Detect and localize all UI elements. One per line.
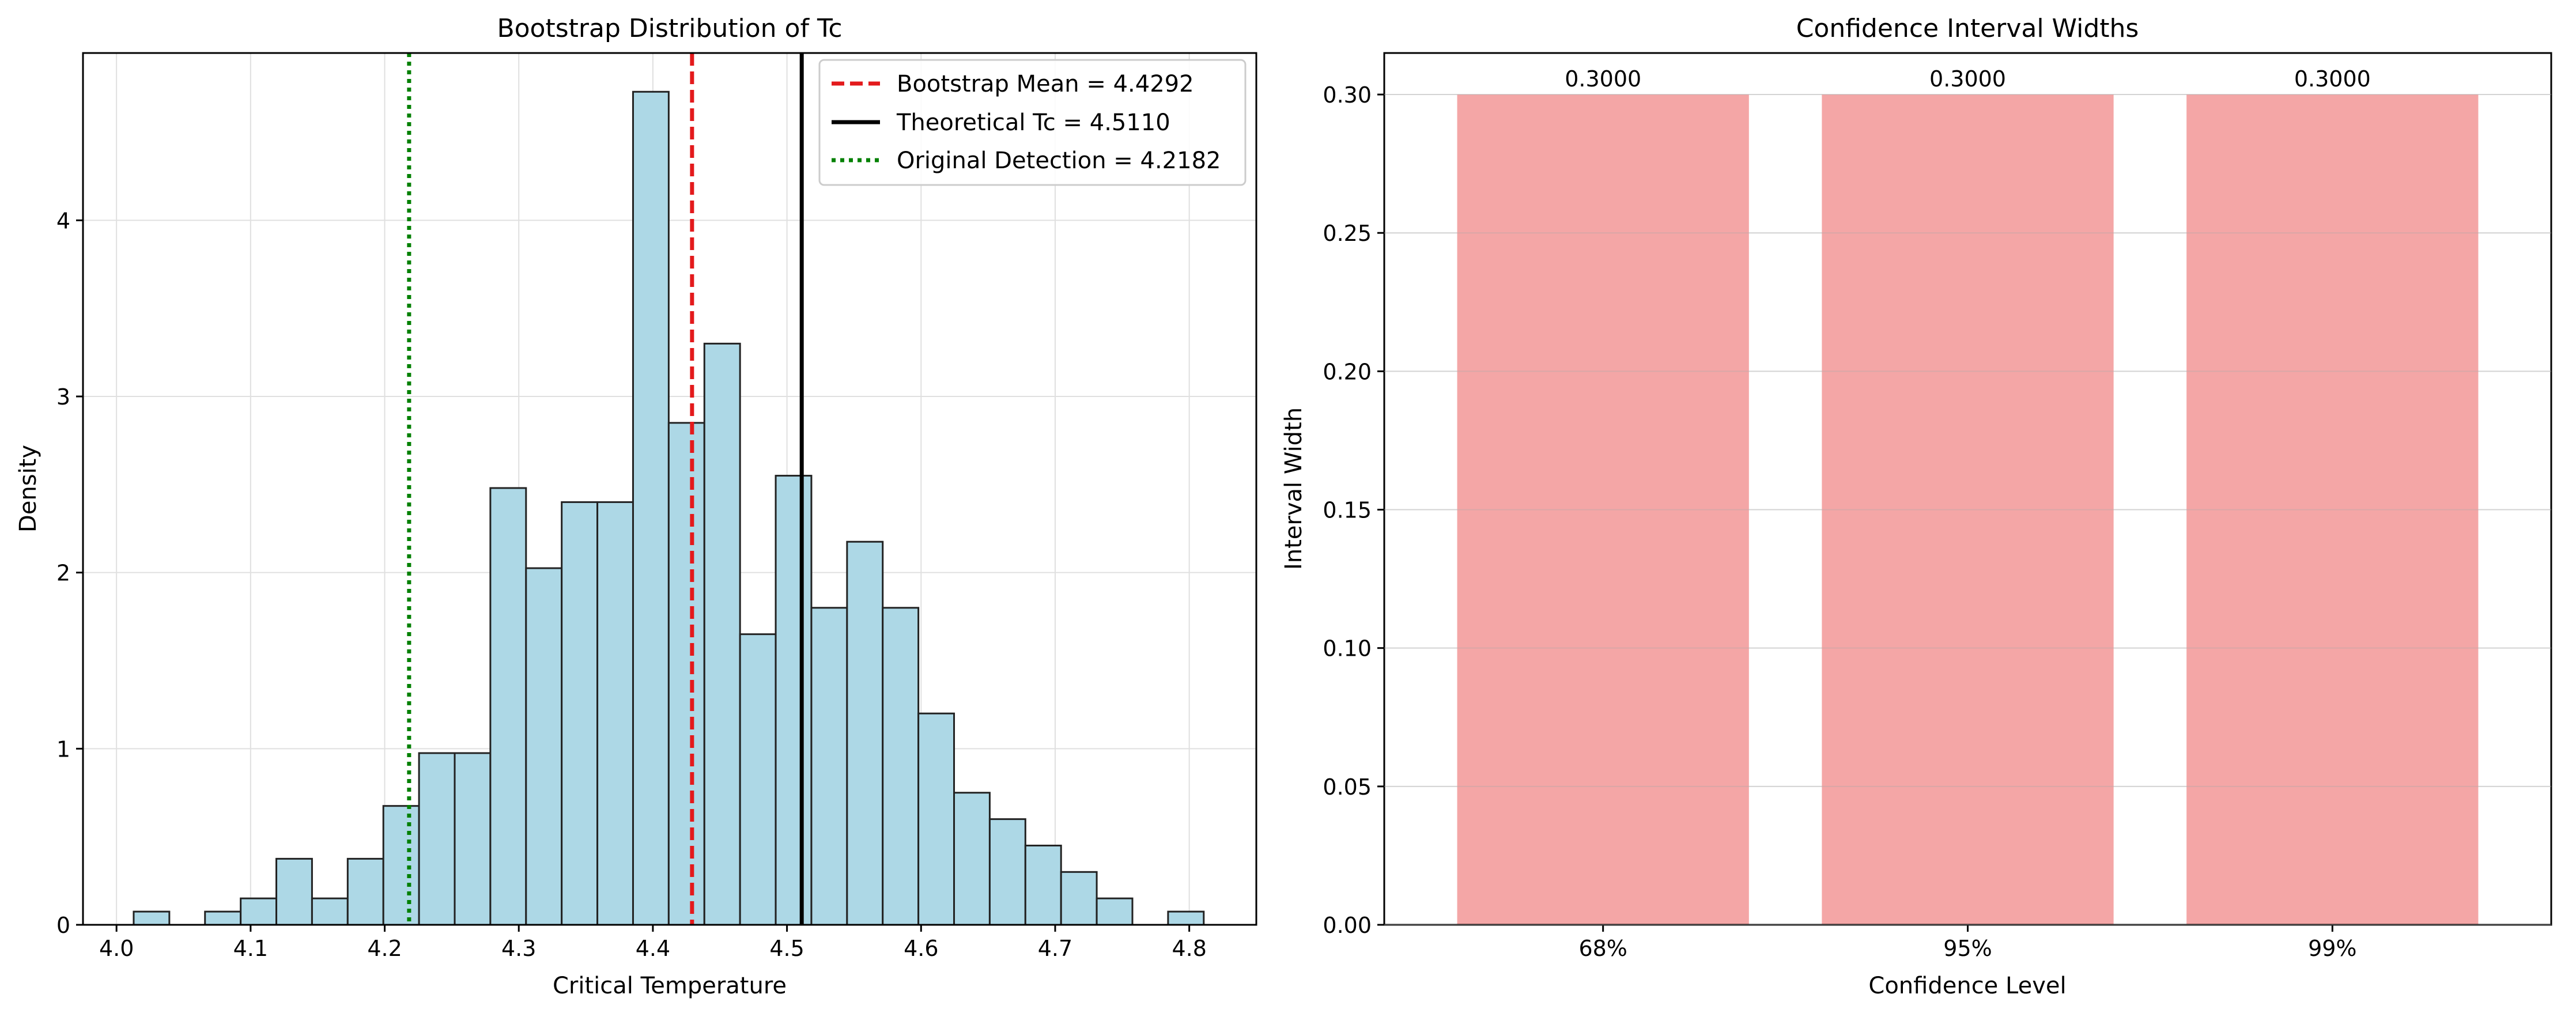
x-tick-label: 4.4 xyxy=(636,936,670,961)
histogram-bar xyxy=(667,422,705,926)
ci-width-value-labels: 0.3000 0.3000 0.3000 xyxy=(1565,66,2371,92)
y-tick-label: 0.05 xyxy=(1323,774,1372,800)
histogram-bar xyxy=(1060,871,1098,926)
x-tick-label: 4.6 xyxy=(904,936,938,961)
histogram-y-ticks: 0 1 2 3 4 xyxy=(56,208,83,938)
histogram-bar xyxy=(525,567,563,926)
histogram-bar xyxy=(775,475,813,926)
bar-value-label: 0.3000 xyxy=(1565,66,1641,92)
histogram-bar xyxy=(1096,897,1134,926)
ci-width-panel: Confidence Interval Widths 0.3000 0.3000 0… xyxy=(1281,14,2552,999)
histogram-bar xyxy=(204,910,242,926)
histogram-bar xyxy=(739,633,777,926)
x-tick-label: 4.7 xyxy=(1038,936,1072,961)
x-tick-label: 95% xyxy=(1943,936,1992,961)
y-tick-label: 0.10 xyxy=(1323,636,1372,661)
x-tick-label: 4.0 xyxy=(99,936,134,961)
x-tick-label: 68% xyxy=(1578,936,1627,961)
y-tick-label: 0.30 xyxy=(1323,82,1372,108)
bar-value-label: 0.3000 xyxy=(1929,66,2006,92)
histogram-bar xyxy=(382,805,420,926)
histogram-bar xyxy=(810,607,848,926)
histogram-bar xyxy=(917,712,955,926)
histogram-bar xyxy=(988,818,1026,926)
histogram-x-label: Critical Temperature xyxy=(553,973,787,999)
histogram-x-ticks: 4.0 4.1 4.2 4.3 4.4 4.5 4.6 4.7 4.8 xyxy=(99,925,1207,961)
histogram-bar xyxy=(882,607,920,926)
y-tick-label: 0 xyxy=(56,913,70,938)
y-tick-label: 1 xyxy=(56,736,70,762)
ci-width-x-label: Confidence Level xyxy=(1868,973,2066,999)
histogram-bar xyxy=(133,910,171,926)
histogram-bar xyxy=(489,487,527,926)
x-tick-label: 4.5 xyxy=(769,936,804,961)
ci-width-y-ticks: 0.00 0.05 0.10 0.15 0.20 0.25 0.30 xyxy=(1323,82,1384,938)
y-tick-label: 2 xyxy=(56,561,70,586)
histogram-axes-frame xyxy=(82,52,1257,926)
histogram-reference-lines xyxy=(407,53,804,925)
y-tick-label: 0.25 xyxy=(1323,221,1372,246)
ci-width-axes-frame xyxy=(1383,52,2552,926)
histogram-bar xyxy=(275,857,313,926)
ci-width-bar xyxy=(1457,94,1749,925)
histogram-bar xyxy=(561,501,599,926)
y-tick-label: 0.20 xyxy=(1323,359,1372,384)
y-tick-label: 0.15 xyxy=(1323,498,1372,523)
histogram-y-label: Density xyxy=(15,445,41,532)
histogram-bar xyxy=(346,857,384,926)
x-tick-label: 4.1 xyxy=(233,936,268,961)
bar-value-label: 0.3000 xyxy=(2294,66,2371,92)
y-tick-label: 0.00 xyxy=(1323,913,1372,938)
x-tick-label: 99% xyxy=(2308,936,2356,961)
x-tick-label: 4.8 xyxy=(1172,936,1206,961)
ci-width-bar xyxy=(2186,94,2479,925)
ci-width-bars xyxy=(1457,94,2479,925)
histogram-bar xyxy=(418,752,456,926)
ci-width-x-ticks: 68% 95% 99% xyxy=(1578,925,2357,961)
histogram-legend: Bootstrap Mean = 4.4292 Theoretical Tc =… xyxy=(818,59,1247,186)
y-tick-label: 3 xyxy=(56,384,70,410)
ci-width-y-label: Interval Width xyxy=(1281,407,1307,570)
histogram-bar xyxy=(1167,910,1205,926)
legend-theory-label: Theoretical Tc = 4.5110 xyxy=(896,109,1170,136)
histogram-bar xyxy=(846,540,884,926)
histogram-bar xyxy=(1024,844,1062,926)
histogram-bar xyxy=(953,792,991,926)
histogram-bar xyxy=(454,752,492,926)
histogram-title: Bootstrap Distribution of Tc xyxy=(497,14,842,43)
histogram-bar xyxy=(632,90,670,926)
legend-original-label: Original Detection = 4.2182 xyxy=(897,148,1221,174)
histogram-bar xyxy=(240,897,278,926)
x-tick-label: 4.3 xyxy=(501,936,536,961)
histogram-panel: Bootstrap Distribution of Tc 4.0 4.1 4.2 4.… xyxy=(15,14,1257,999)
ci-width-title: Confidence Interval Widths xyxy=(1796,14,2139,43)
y-tick-label: 4 xyxy=(56,208,70,233)
histogram-bar xyxy=(311,897,349,926)
legend-mean-label: Bootstrap Mean = 4.4292 xyxy=(897,71,1194,97)
histogram-bar xyxy=(596,501,634,926)
ci-width-grid-overlay xyxy=(1384,94,2551,925)
histogram-bar xyxy=(703,342,741,926)
ci-width-bar xyxy=(1822,94,2114,925)
legend-frame xyxy=(818,59,1247,186)
x-tick-label: 4.2 xyxy=(367,936,402,961)
histogram-bars xyxy=(133,90,1205,926)
